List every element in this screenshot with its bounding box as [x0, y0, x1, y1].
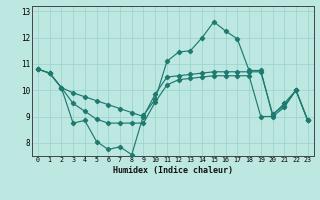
X-axis label: Humidex (Indice chaleur): Humidex (Indice chaleur) — [113, 166, 233, 175]
